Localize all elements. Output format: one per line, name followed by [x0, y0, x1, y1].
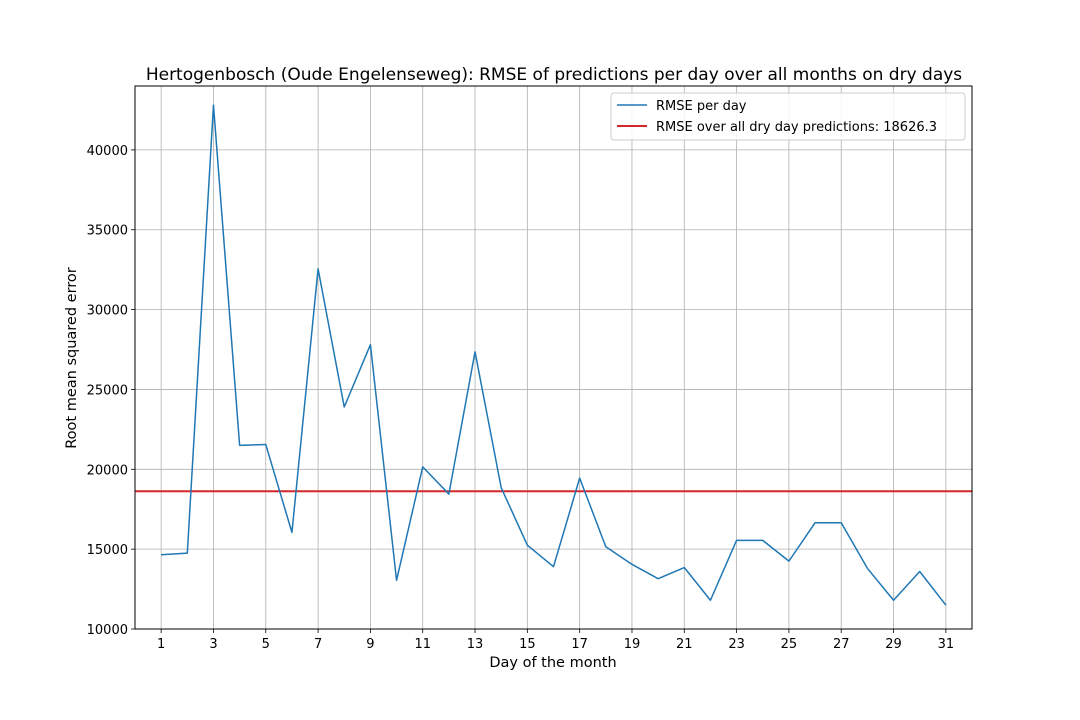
series-group [161, 104, 947, 606]
x-tick-label: 29 [885, 637, 902, 652]
x-tick-label: 9 [366, 637, 374, 652]
y-tick-label: 25000 [87, 383, 128, 398]
y-tick-label: 40000 [87, 144, 128, 159]
y-tick-label: 30000 [87, 304, 128, 319]
chart-title: Hertogenbosch (Oude Engelenseweg): RMSE … [146, 65, 962, 85]
x-tick-label: 27 [833, 637, 850, 652]
x-tick-label: 1 [157, 637, 165, 652]
y-tick-label: 15000 [87, 543, 128, 558]
y-tick-label: 20000 [87, 463, 128, 478]
y-ticks: 10000 15000 20000 25000 30000 35000 40000 [87, 144, 135, 638]
x-tick-label: 23 [728, 637, 745, 652]
legend-box [610, 92, 966, 141]
x-tick-label: 15 [519, 637, 536, 652]
x-tick-label: 21 [676, 637, 693, 652]
legend-label-rmse-per-day: RMSE per day [656, 99, 747, 114]
x-tick-label: 31 [938, 637, 955, 652]
y-tick-label: 35000 [87, 224, 128, 239]
x-tick-label: 19 [624, 637, 641, 652]
y-tick-label: 10000 [87, 623, 128, 638]
x-tick-label: 3 [209, 637, 217, 652]
x-tick-label: 7 [314, 637, 322, 652]
grid [135, 86, 972, 630]
x-ticks: 1 3 5 7 9 11 13 15 17 19 21 23 25 27 29 31 [157, 629, 954, 652]
series-line-rmse-per-day [161, 104, 947, 606]
x-tick-label: 11 [414, 637, 431, 652]
legend: RMSE per day RMSE over all dry day predi… [610, 92, 966, 141]
x-tick-label: 5 [262, 637, 270, 652]
x-tick-label: 17 [571, 637, 588, 652]
x-tick-label: 25 [781, 637, 798, 652]
plot-frame [134, 85, 973, 630]
y-axis-label: Root mean squared error [64, 267, 80, 449]
legend-label-rmse-overall: RMSE over all dry day predictions: 18626… [656, 120, 937, 135]
x-tick-label: 13 [467, 637, 484, 652]
x-axis-label: Day of the month [489, 655, 616, 671]
